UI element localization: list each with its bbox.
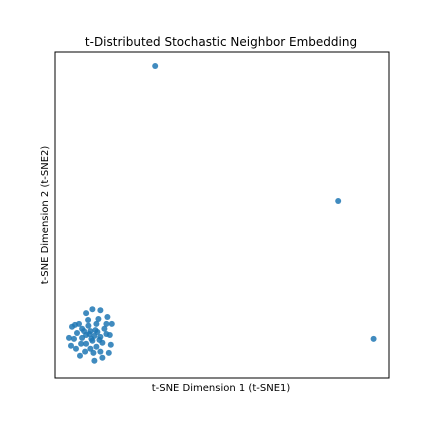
data-point	[92, 327, 99, 334]
data-point	[99, 354, 106, 361]
data-point	[107, 341, 114, 348]
data-point	[66, 334, 72, 341]
data-point	[97, 307, 104, 314]
data-point	[79, 334, 86, 341]
data-point	[78, 340, 85, 347]
data-point	[101, 325, 108, 332]
chart-title: t-Distributed Stochastic Neighbor Embedd…	[85, 35, 357, 49]
data-point	[96, 336, 103, 343]
data-point	[95, 316, 102, 322]
data-point	[73, 345, 79, 352]
plot-frame	[54, 51, 390, 379]
y-axis-label: t-SNE Dimension 2 (t-SNE2)	[40, 146, 51, 285]
data-points	[66, 63, 377, 364]
data-point	[83, 310, 90, 317]
data-point	[68, 342, 74, 349]
data-point	[93, 343, 100, 350]
data-point	[97, 348, 104, 355]
data-point	[104, 314, 111, 320]
data-point	[90, 349, 97, 356]
data-point	[89, 306, 96, 313]
data-point	[108, 320, 115, 327]
data-point	[88, 335, 95, 342]
data-point	[85, 322, 92, 329]
data-point	[69, 323, 75, 330]
data-point	[335, 198, 342, 204]
data-point	[74, 330, 80, 336]
data-point	[106, 332, 113, 338]
data-point	[77, 352, 83, 359]
data-point	[87, 345, 94, 352]
data-point	[370, 335, 377, 342]
data-point	[82, 348, 89, 355]
data-point	[71, 335, 77, 342]
data-point	[103, 320, 110, 327]
x-axis-label: t-SNE Dimension 1 (t-SNE1)	[152, 383, 291, 394]
data-point	[152, 63, 159, 69]
data-point	[105, 349, 112, 356]
data-point	[91, 357, 98, 364]
data-point	[85, 317, 92, 323]
data-point	[83, 340, 90, 347]
data-point	[93, 320, 100, 327]
data-point	[81, 328, 88, 335]
data-point	[86, 331, 93, 337]
